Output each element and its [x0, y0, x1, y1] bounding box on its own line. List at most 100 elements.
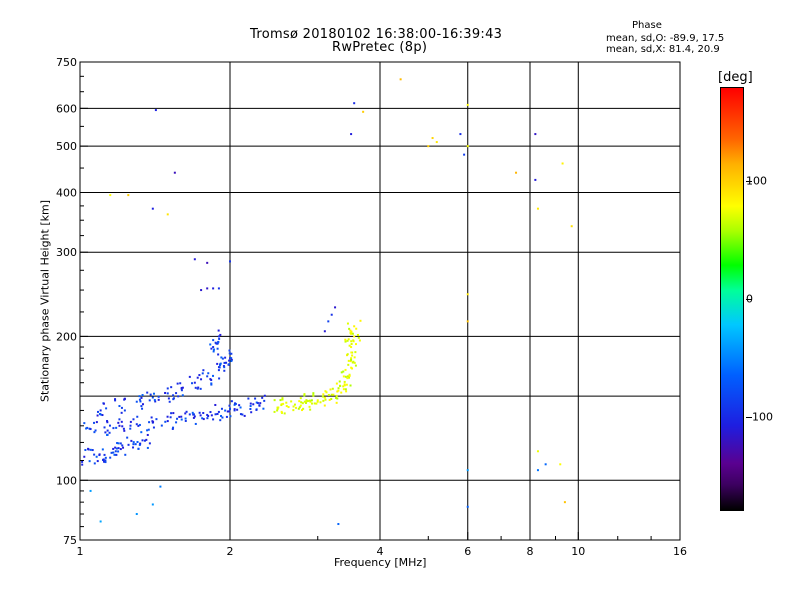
data-point [229, 357, 231, 360]
data-point [166, 392, 169, 395]
echo-dot [218, 337, 221, 340]
echo-dot [138, 423, 141, 426]
echo-dot [227, 363, 230, 366]
data-point [206, 287, 209, 290]
echo-dot [129, 420, 132, 423]
echo-dot [218, 377, 221, 380]
echo-dot [172, 426, 175, 429]
echo-dot [147, 428, 150, 431]
colorbar-tick [746, 416, 752, 418]
echo-dot [228, 349, 231, 352]
x-axis-label: Frequency [MHz] [334, 556, 427, 569]
echo-dot [115, 453, 118, 456]
echo-dot [236, 408, 239, 411]
echo-dot [88, 427, 91, 430]
echo-dot [254, 397, 257, 400]
echo-dot [164, 420, 167, 423]
echo-dot [303, 400, 306, 403]
echo-dot [349, 384, 352, 387]
echo-dot [332, 393, 335, 396]
data-point [166, 213, 169, 216]
echo-dot [94, 429, 97, 432]
echo-dot [219, 364, 222, 367]
echo-dot [99, 413, 102, 416]
data-point [350, 133, 353, 136]
echo-dot [168, 400, 171, 403]
echo-dot [184, 417, 187, 420]
echo-dot [224, 356, 227, 359]
echo-dot [157, 398, 160, 401]
data-point [135, 513, 138, 516]
echo-dot [155, 418, 158, 421]
data-point [350, 366, 353, 369]
echo-dot [230, 400, 233, 403]
echo-dot [337, 387, 340, 390]
echo-dot [132, 446, 135, 449]
echo-dot [216, 342, 219, 345]
echo-dot [104, 431, 107, 434]
data-point [544, 463, 547, 466]
data-point [466, 505, 469, 508]
echo-dot [351, 332, 354, 335]
echo-dot [123, 397, 126, 400]
echo-dot [256, 402, 259, 405]
echo-dot [113, 453, 116, 456]
data-point [563, 501, 566, 504]
echo-dot [104, 461, 107, 464]
echo-dot [298, 400, 301, 403]
echo-dot [151, 420, 154, 423]
echo-dot [180, 415, 183, 418]
echo-dot [316, 400, 319, 403]
data-point [217, 410, 220, 413]
echo-dot [281, 398, 284, 401]
echo-dot [258, 404, 261, 407]
echo-dot [106, 429, 109, 432]
echo-dot [335, 394, 338, 397]
echo-dot [353, 356, 356, 359]
echo-dot [148, 421, 151, 424]
data-point [135, 423, 138, 426]
echo-dot [81, 463, 84, 466]
echo-dot [175, 421, 178, 424]
echo-dot [312, 394, 315, 397]
echo-dot [346, 339, 349, 342]
echo-dot [331, 387, 334, 390]
echo-dot [124, 453, 127, 456]
x-tick-label: 16 [673, 545, 687, 558]
y-tick-label: 400 [56, 186, 77, 199]
echo-dot [191, 411, 194, 414]
echo-dot [176, 417, 179, 420]
data-point [559, 463, 562, 466]
echo-dot [105, 407, 108, 410]
data-point [362, 110, 365, 113]
echo-dot [234, 402, 237, 405]
echo-dot [180, 387, 183, 390]
echo-dot [356, 333, 359, 336]
echo-dot [233, 409, 236, 412]
echo-dot [355, 327, 358, 330]
echo-dot [201, 372, 204, 375]
echo-dot [139, 400, 142, 403]
echo-dot [306, 400, 309, 403]
echo-dot [170, 412, 173, 415]
phase-box-title: Phase [632, 20, 662, 31]
echo-dot [191, 382, 194, 385]
echo-dot [351, 354, 354, 357]
echo-dot [138, 443, 141, 446]
data-point [353, 335, 356, 338]
echo-dot [348, 374, 351, 377]
echo-dot [217, 341, 220, 344]
colorbar-tick-label: 100 [746, 174, 767, 188]
echo-dot [106, 420, 109, 423]
echo-dot [344, 375, 347, 378]
echo-dot [89, 448, 92, 451]
echo-dot [350, 340, 353, 343]
echo-dot [212, 418, 215, 421]
echo-dot [96, 410, 99, 413]
data-point [337, 389, 340, 392]
echo-dot [96, 460, 99, 463]
data-point [212, 287, 215, 290]
data-point [399, 78, 402, 81]
echo-dot [148, 399, 151, 402]
echo-dot [300, 401, 303, 404]
